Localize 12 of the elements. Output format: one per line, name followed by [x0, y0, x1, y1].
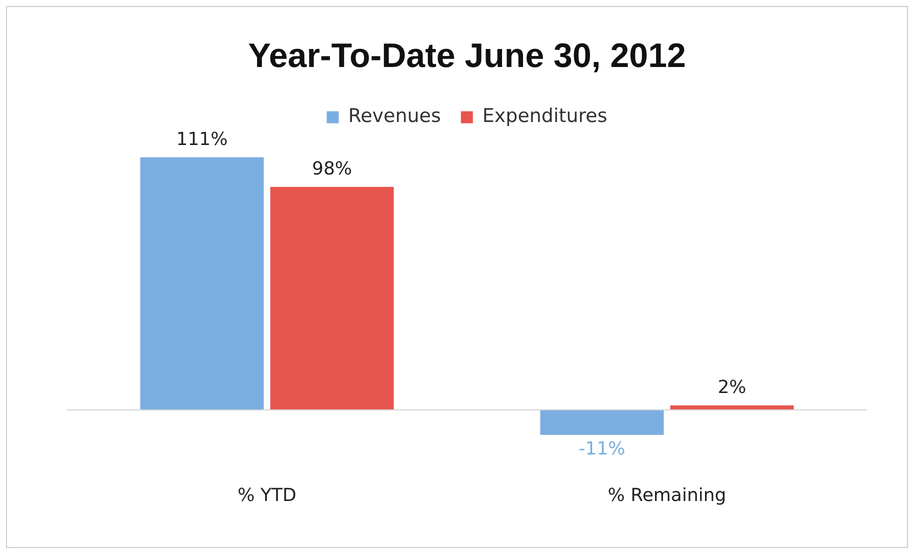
data-label: 98%	[312, 158, 352, 180]
data-label: -11%	[578, 438, 626, 460]
x-tick-label: % YTD	[238, 484, 296, 506]
chart-title: Year-To-Date June 30, 2012	[248, 36, 686, 75]
bar	[540, 410, 664, 435]
data-label: 2%	[718, 377, 746, 398]
legend-label: Expenditures	[482, 105, 608, 128]
legend-label: Revenues	[348, 105, 441, 128]
bar	[270, 186, 394, 410]
data-label: 111%	[176, 128, 228, 150]
x-tick-label: % Remaining	[608, 484, 726, 506]
bar	[140, 157, 264, 410]
